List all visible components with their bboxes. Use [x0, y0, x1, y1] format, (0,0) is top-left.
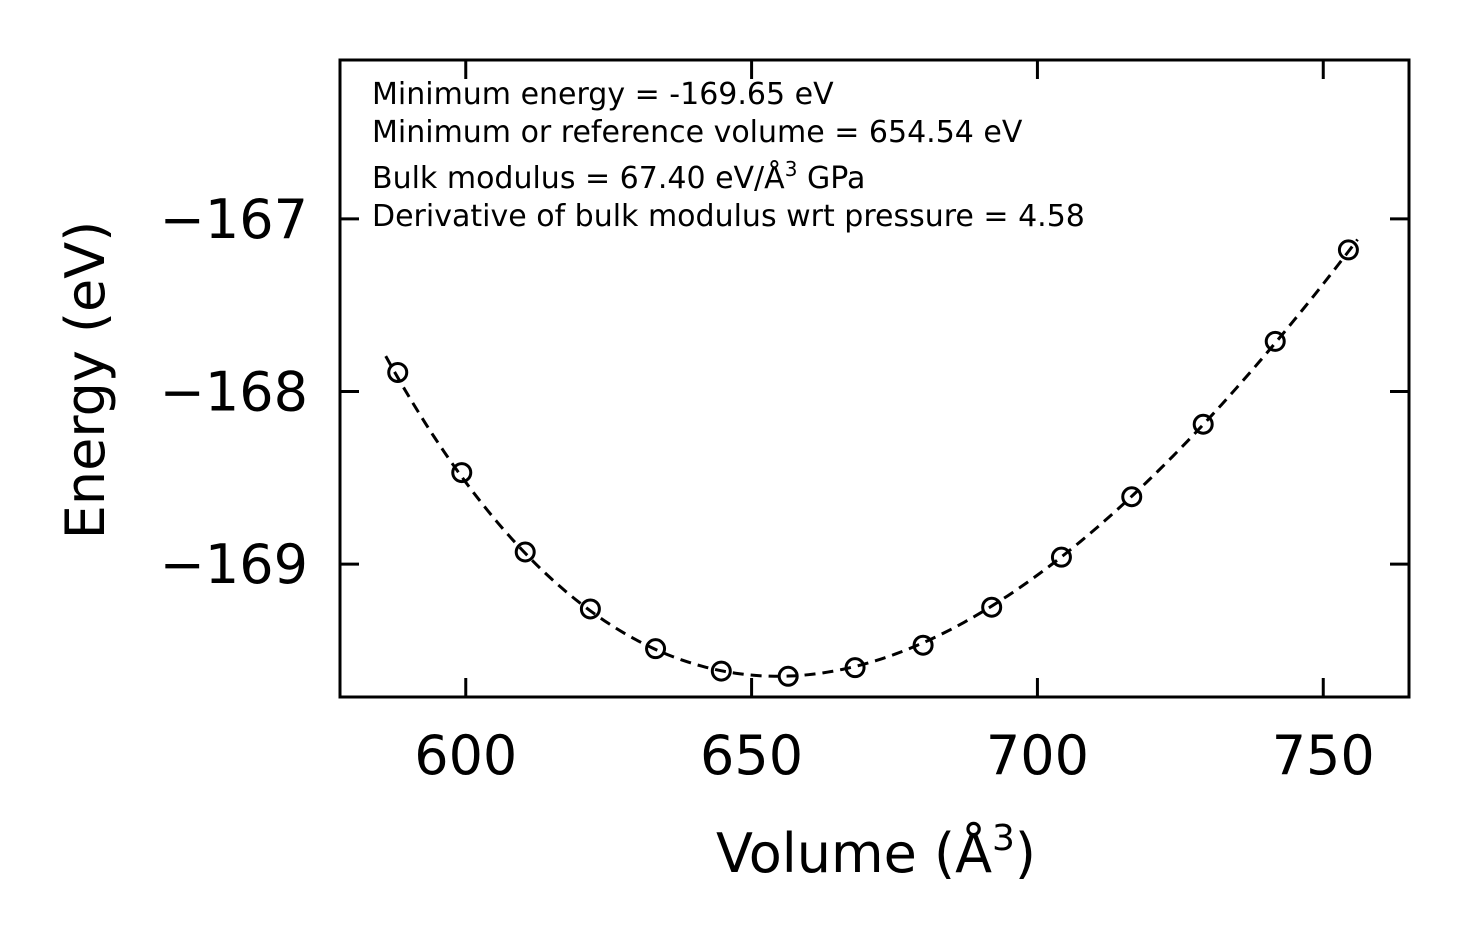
y-tick-labels: −167 −168 −169: [160, 188, 308, 596]
data-point: [710, 660, 732, 682]
data-point: [1337, 239, 1359, 261]
y-tick-label: −168: [160, 360, 308, 423]
x-tick-label: 750: [1272, 724, 1375, 787]
data-point: [1192, 413, 1214, 435]
data-point: [579, 598, 601, 620]
annotation-ref-volume: Minimum or reference volume = 654.54 eV: [372, 115, 1023, 150]
data-points: [387, 239, 1359, 687]
data-point: [981, 596, 1003, 618]
y-tick-label: −169: [160, 533, 308, 596]
fit-curve: [384, 238, 1359, 678]
x-tick-label: 700: [986, 724, 1089, 787]
data-point: [387, 361, 409, 383]
data-point: [451, 462, 473, 484]
data-point: [912, 634, 934, 656]
fit-annotations: Minimum energy = -169.65 eV Minimum or r…: [372, 77, 1085, 234]
data-point: [844, 657, 866, 679]
data-point: [1050, 546, 1072, 568]
y-tick-label: −167: [160, 188, 308, 251]
annotation-bulk-modulus: Bulk modulus = 67.40 eV/Å3 GPa: [372, 157, 865, 196]
data-point: [777, 665, 799, 687]
x-tick-labels: 600 650 700 750: [414, 724, 1375, 787]
data-point: [645, 638, 667, 660]
data-point: [1121, 486, 1143, 508]
annotation-min-energy: Minimum energy = -169.65 eV: [372, 77, 834, 112]
annotation-bulk-modulus-derivative: Derivative of bulk modulus wrt pressure …: [372, 199, 1085, 234]
data-point: [514, 541, 536, 563]
y-axis-title: Energy (eV): [54, 221, 117, 540]
tick-marks: [340, 60, 1409, 697]
x-tick-label: 650: [700, 724, 803, 787]
plot-frame: [338, 58, 1411, 699]
data-point: [1264, 330, 1286, 352]
x-axis-title: Volume (Å3): [716, 818, 1036, 885]
x-tick-label: 600: [414, 724, 517, 787]
